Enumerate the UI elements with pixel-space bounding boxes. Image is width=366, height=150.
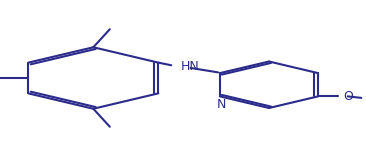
Text: N: N (217, 98, 227, 111)
Text: O: O (343, 90, 353, 103)
Text: HN: HN (180, 60, 199, 73)
